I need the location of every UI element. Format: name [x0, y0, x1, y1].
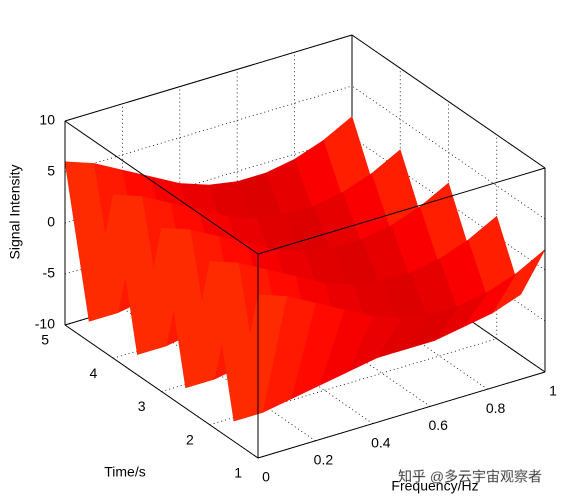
- y-tick-label: 3: [138, 398, 146, 414]
- z-tick-label: -5: [43, 265, 56, 281]
- box-edge: [351, 34, 546, 169]
- x-tick-label: 0.8: [486, 400, 506, 416]
- z-tick-label: -10: [35, 316, 55, 332]
- y-tick-label: 1: [234, 465, 242, 481]
- y-tick-label: 5: [41, 332, 49, 348]
- z-tick-label: 0: [47, 214, 55, 230]
- y-tick-label: 2: [186, 431, 194, 447]
- surface-patch: [233, 294, 288, 422]
- x-tick-label: 0: [262, 469, 270, 485]
- x-axis-label: Frequency/Hz: [391, 478, 478, 494]
- z-tick-label: 5: [47, 163, 55, 179]
- box-edge: [257, 371, 546, 459]
- watermark: 知乎 @多云宇宙观察者: [398, 469, 542, 485]
- x-tick-label: 0.2: [314, 452, 334, 468]
- y-tick-label: 4: [89, 365, 97, 381]
- box-edge: [64, 324, 259, 459]
- z-axis-label: Signal Intensity: [7, 165, 23, 260]
- x-tick-label: 0.6: [428, 417, 448, 433]
- box-edge: [64, 34, 353, 122]
- x-tick-label: 0.4: [371, 434, 391, 450]
- z-tick-label: 10: [39, 112, 55, 128]
- y-axis-label: Time/s: [104, 464, 145, 480]
- box-edge: [64, 120, 259, 255]
- x-tick-label: 1: [549, 383, 557, 399]
- box-edge: [257, 167, 546, 255]
